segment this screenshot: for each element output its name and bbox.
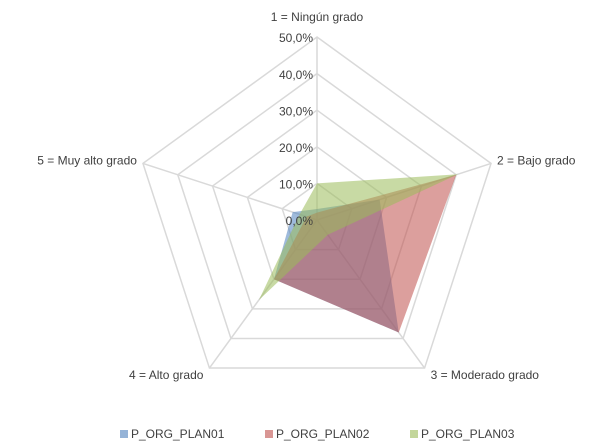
grid-ring [176, 72, 458, 340]
legend-label: P_ORG_PLAN03 [421, 427, 515, 441]
tick-label: 40,0% [279, 68, 313, 82]
legend-label: P_ORG_PLAN01 [131, 427, 225, 441]
category-label: 2 = Bajo grado [497, 154, 576, 168]
tick-label: 30,0% [279, 104, 313, 118]
series-area [258, 174, 458, 300]
tick-label: 20,0% [279, 141, 313, 155]
legend-label: P_ORG_PLAN02 [276, 427, 370, 441]
legend-swatch [120, 430, 128, 438]
tick-label: 10,0% [279, 178, 313, 192]
tick-label: 0,0% [286, 214, 314, 228]
grid-ring [211, 109, 423, 310]
category-label: 5 = Muy alto grado [37, 154, 137, 168]
tick-label: 50,0% [279, 31, 313, 45]
legend-swatch [410, 430, 418, 438]
category-label: 4 = Alto grado [129, 368, 204, 382]
legend-swatch [265, 430, 273, 438]
category-label: 1 = Ningún grado [271, 10, 364, 24]
category-label: 3 = Moderado grado [431, 368, 540, 382]
grid-ring [142, 36, 492, 369]
spoke [142, 162, 318, 221]
